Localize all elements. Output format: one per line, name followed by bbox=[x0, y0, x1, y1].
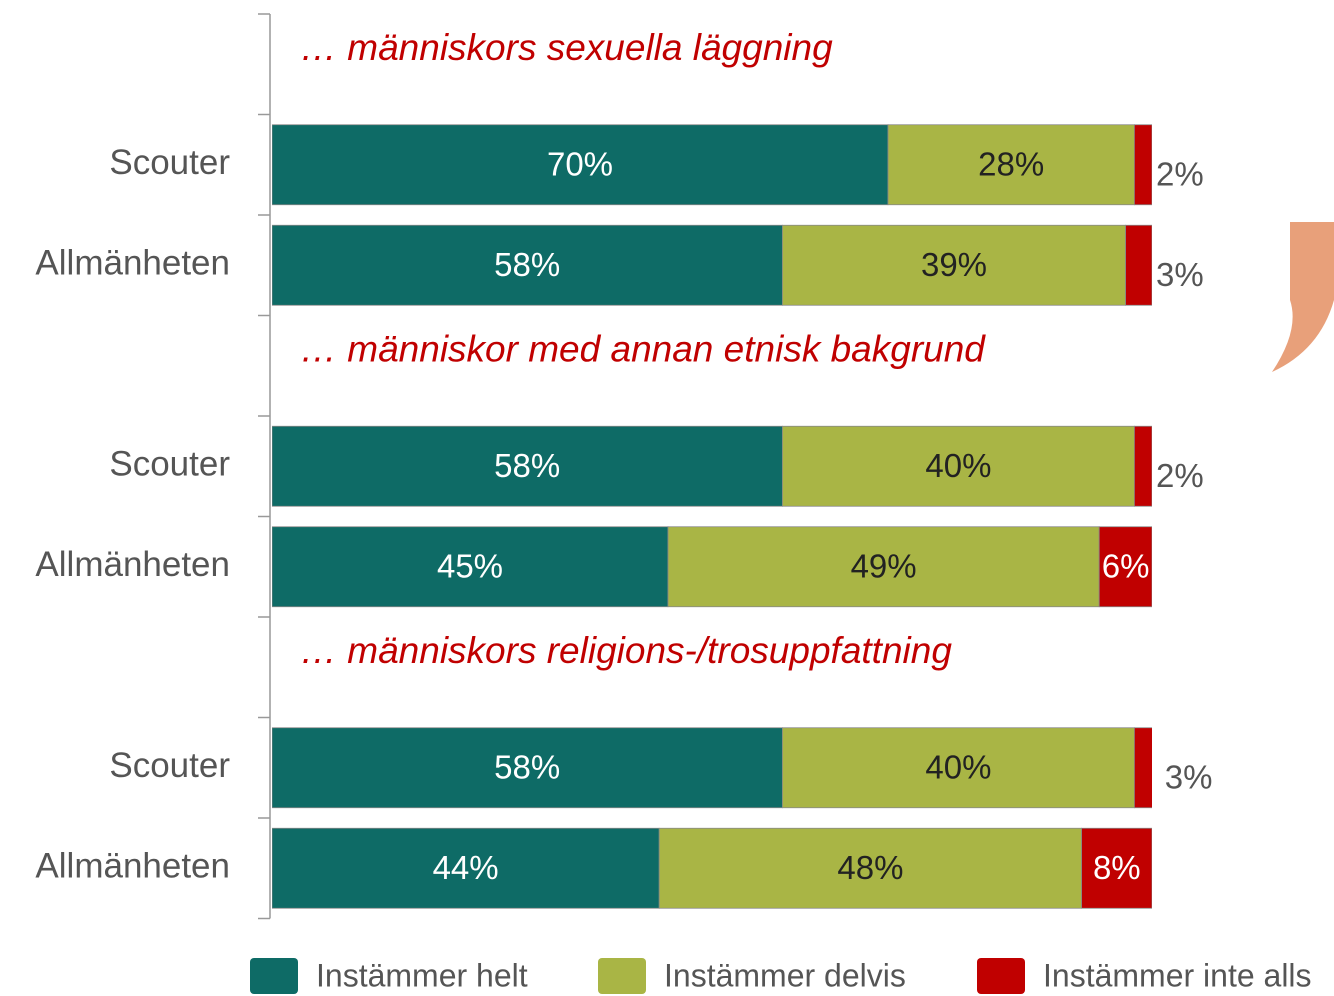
group-header: … människors sexuella läggning bbox=[300, 27, 833, 68]
bar-segment bbox=[1134, 425, 1152, 507]
category-label: Scouter bbox=[109, 746, 230, 785]
data-label: 8% bbox=[1093, 849, 1141, 886]
bar-segment bbox=[1134, 124, 1152, 206]
data-label: 58% bbox=[494, 748, 560, 785]
data-label: 40% bbox=[925, 748, 991, 785]
bar-segment bbox=[1081, 827, 1152, 909]
legend-label: Instämmer delvis bbox=[664, 957, 906, 993]
data-label: 45% bbox=[437, 547, 503, 584]
category-label: Allmänheten bbox=[35, 847, 230, 886]
bar-segment bbox=[887, 124, 1135, 206]
data-label: 3% bbox=[1165, 758, 1213, 795]
data-label: 48% bbox=[837, 849, 903, 886]
bar-segment bbox=[272, 224, 783, 306]
data-label: 28% bbox=[978, 145, 1044, 182]
bars bbox=[272, 124, 1152, 909]
data-label: 44% bbox=[433, 849, 499, 886]
data-label: 70% bbox=[547, 145, 613, 182]
data-label: 6% bbox=[1102, 547, 1150, 584]
bar-segment bbox=[667, 526, 1100, 608]
bar-segment bbox=[272, 425, 783, 507]
category-label: Scouter bbox=[109, 445, 230, 484]
group-header: … människor med annan etnisk bakgrund bbox=[300, 329, 986, 370]
bar-segment bbox=[1098, 526, 1152, 608]
bar-segment bbox=[272, 124, 889, 206]
bar-segment bbox=[782, 425, 1135, 507]
category-label: Scouter bbox=[109, 143, 230, 182]
bar-segment bbox=[1134, 727, 1152, 809]
decoration bbox=[1272, 222, 1334, 372]
bar-segment bbox=[782, 727, 1135, 809]
data-label: 39% bbox=[921, 246, 987, 283]
category-label: Allmänheten bbox=[35, 244, 230, 283]
group-header: … människors religions-/trosuppfattning bbox=[300, 630, 952, 671]
data-label: 2% bbox=[1156, 155, 1204, 192]
data-label: 58% bbox=[494, 447, 560, 484]
data-label: 40% bbox=[925, 447, 991, 484]
legend-swatch bbox=[250, 958, 298, 994]
legend-label: Instämmer inte alls bbox=[1043, 957, 1312, 993]
data-label: 49% bbox=[851, 547, 917, 584]
legend-swatch bbox=[598, 958, 646, 994]
bar-segment bbox=[272, 526, 669, 608]
bar-segment bbox=[658, 827, 1083, 909]
legend-label: Instämmer helt bbox=[316, 957, 528, 993]
bar-segment bbox=[782, 224, 1127, 306]
bar-segment bbox=[1125, 224, 1152, 306]
data-label: 58% bbox=[494, 246, 560, 283]
bar-segment bbox=[272, 727, 783, 809]
data-label: 2% bbox=[1156, 457, 1204, 494]
data-label: 3% bbox=[1156, 256, 1204, 293]
category-label: Allmänheten bbox=[35, 545, 230, 584]
legend-swatch bbox=[977, 958, 1025, 994]
